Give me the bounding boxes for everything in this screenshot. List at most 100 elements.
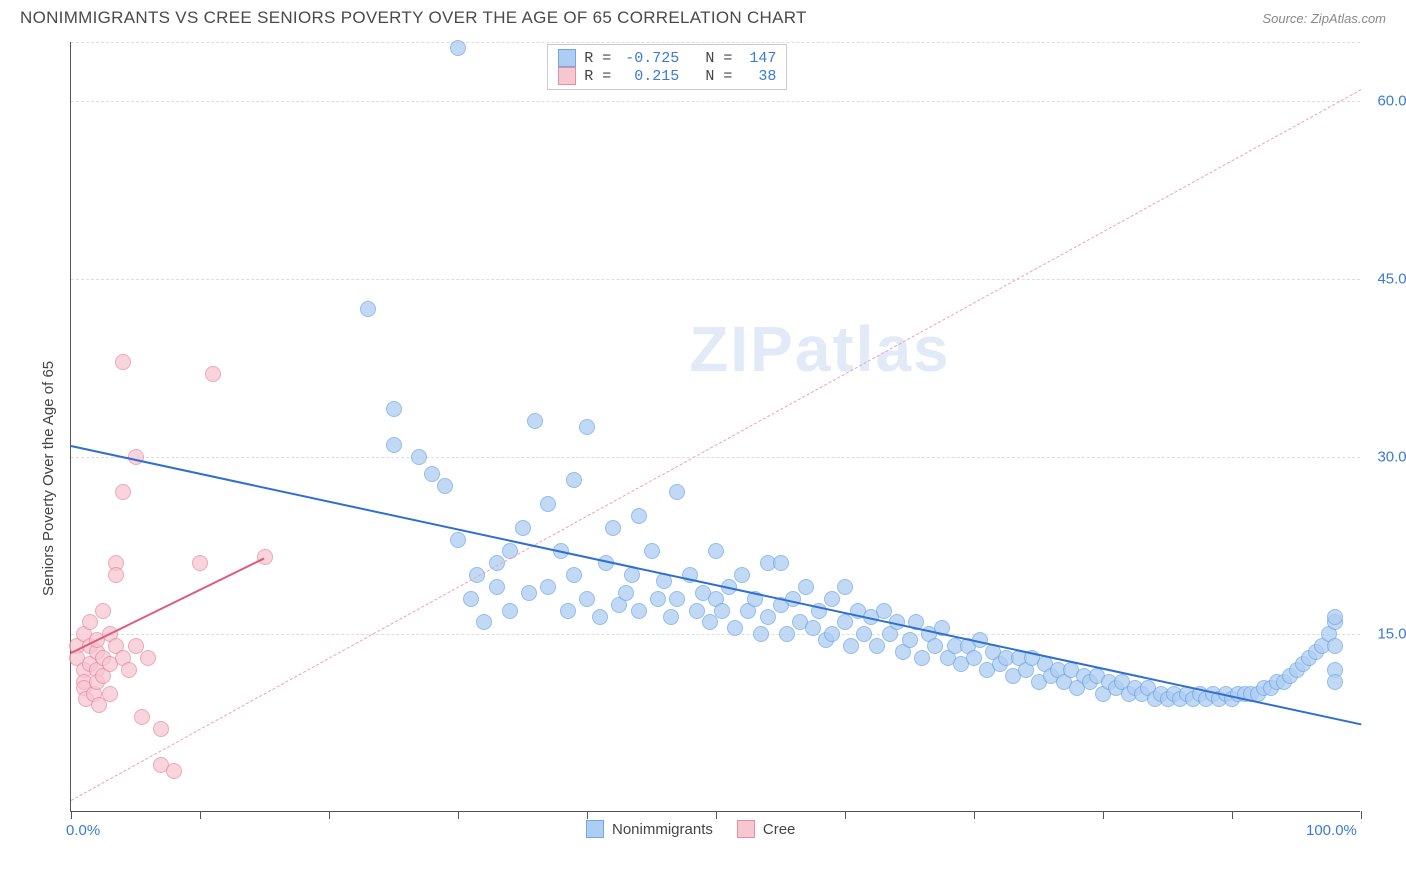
data-point	[592, 609, 608, 625]
data-point	[115, 484, 131, 500]
data-point	[128, 638, 144, 654]
data-point	[115, 354, 131, 370]
data-point	[1327, 609, 1343, 625]
chart-title: NONIMMIGRANTS VS CREE SENIORS POVERTY OV…	[20, 8, 807, 28]
n-value: 147	[740, 50, 776, 67]
x-tick	[200, 811, 201, 819]
data-point	[360, 301, 376, 317]
data-point	[82, 614, 98, 630]
legend-series: Nonimmigrants Cree	[586, 820, 795, 838]
data-point	[102, 686, 118, 702]
data-point	[837, 614, 853, 630]
legend-label: Cree	[763, 821, 796, 838]
n-value: 38	[740, 68, 776, 85]
data-point	[579, 591, 595, 607]
data-point	[424, 466, 440, 482]
x-tick	[845, 811, 846, 819]
data-point	[108, 567, 124, 583]
data-point	[1327, 638, 1343, 654]
legend-item: Cree	[737, 820, 796, 838]
data-point	[540, 579, 556, 595]
data-point	[876, 603, 892, 619]
data-point	[1327, 674, 1343, 690]
x-tick	[1232, 811, 1233, 819]
legend-label: Nonimmigrants	[612, 821, 713, 838]
data-point	[669, 484, 685, 500]
chart-header: NONIMMIGRANTS VS CREE SENIORS POVERTY OV…	[0, 0, 1406, 34]
y-tick-label: 30.0%	[1377, 448, 1406, 465]
data-point	[902, 632, 918, 648]
data-point	[463, 591, 479, 607]
data-point	[663, 609, 679, 625]
x-tick	[716, 811, 717, 819]
data-point	[773, 555, 789, 571]
data-point	[140, 650, 156, 666]
data-point	[837, 579, 853, 595]
x-tick	[587, 811, 588, 819]
legend-swatch	[586, 820, 604, 838]
gridline	[71, 42, 1360, 43]
gridline	[71, 634, 1360, 635]
data-point	[489, 579, 505, 595]
plot-area: 15.0%30.0%45.0%60.0%	[70, 42, 1360, 812]
data-point	[708, 543, 724, 559]
data-point	[702, 614, 718, 630]
legend-swatch	[737, 820, 755, 838]
data-point	[205, 366, 221, 382]
data-point	[134, 709, 150, 725]
legend-item: Nonimmigrants	[586, 820, 713, 838]
y-tick-label: 15.0%	[1377, 626, 1406, 643]
r-value: 0.215	[619, 68, 679, 85]
data-point	[560, 603, 576, 619]
data-point	[843, 638, 859, 654]
legend-swatch	[558, 49, 576, 67]
y-axis-title: Seniors Poverty Over the Age of 65	[40, 361, 57, 596]
data-point	[805, 620, 821, 636]
data-point	[437, 478, 453, 494]
y-tick-label: 60.0%	[1377, 93, 1406, 110]
x-tick	[1103, 811, 1104, 819]
data-point	[566, 472, 582, 488]
x-tick	[974, 811, 975, 819]
correlation-chart: 15.0%30.0%45.0%60.0%0.0%100.0%Seniors Po…	[20, 34, 1386, 854]
data-point	[753, 626, 769, 642]
trend-line	[71, 445, 1361, 725]
x-tick	[458, 811, 459, 819]
data-point	[476, 614, 492, 630]
data-point	[411, 449, 427, 465]
data-point	[502, 603, 518, 619]
data-point	[631, 603, 647, 619]
data-point	[650, 591, 666, 607]
r-value: -0.725	[619, 50, 679, 67]
gridline	[71, 279, 1360, 280]
data-point	[605, 520, 621, 536]
data-point	[966, 650, 982, 666]
gridline	[71, 457, 1360, 458]
x-tick	[329, 811, 330, 819]
data-point	[540, 496, 556, 512]
legend-stats-row: R =-0.725 N =147	[558, 49, 776, 67]
data-point	[386, 437, 402, 453]
data-point	[914, 650, 930, 666]
data-point	[798, 579, 814, 595]
data-point	[618, 585, 634, 601]
data-point	[734, 567, 750, 583]
data-point	[824, 591, 840, 607]
legend-swatch	[558, 67, 576, 85]
gridline	[71, 101, 1360, 102]
data-point	[527, 413, 543, 429]
x-tick	[1361, 811, 1362, 819]
data-point	[566, 567, 582, 583]
data-point	[760, 609, 776, 625]
legend-stats-row: R =0.215 N =38	[558, 67, 776, 85]
x-tick	[71, 811, 72, 819]
data-point	[515, 520, 531, 536]
data-point	[856, 626, 872, 642]
data-point	[450, 532, 466, 548]
data-point	[927, 638, 943, 654]
data-point	[727, 620, 743, 636]
data-point	[192, 555, 208, 571]
x-tick-label: 100.0%	[1306, 822, 1357, 839]
data-point	[450, 40, 466, 56]
data-point	[153, 721, 169, 737]
